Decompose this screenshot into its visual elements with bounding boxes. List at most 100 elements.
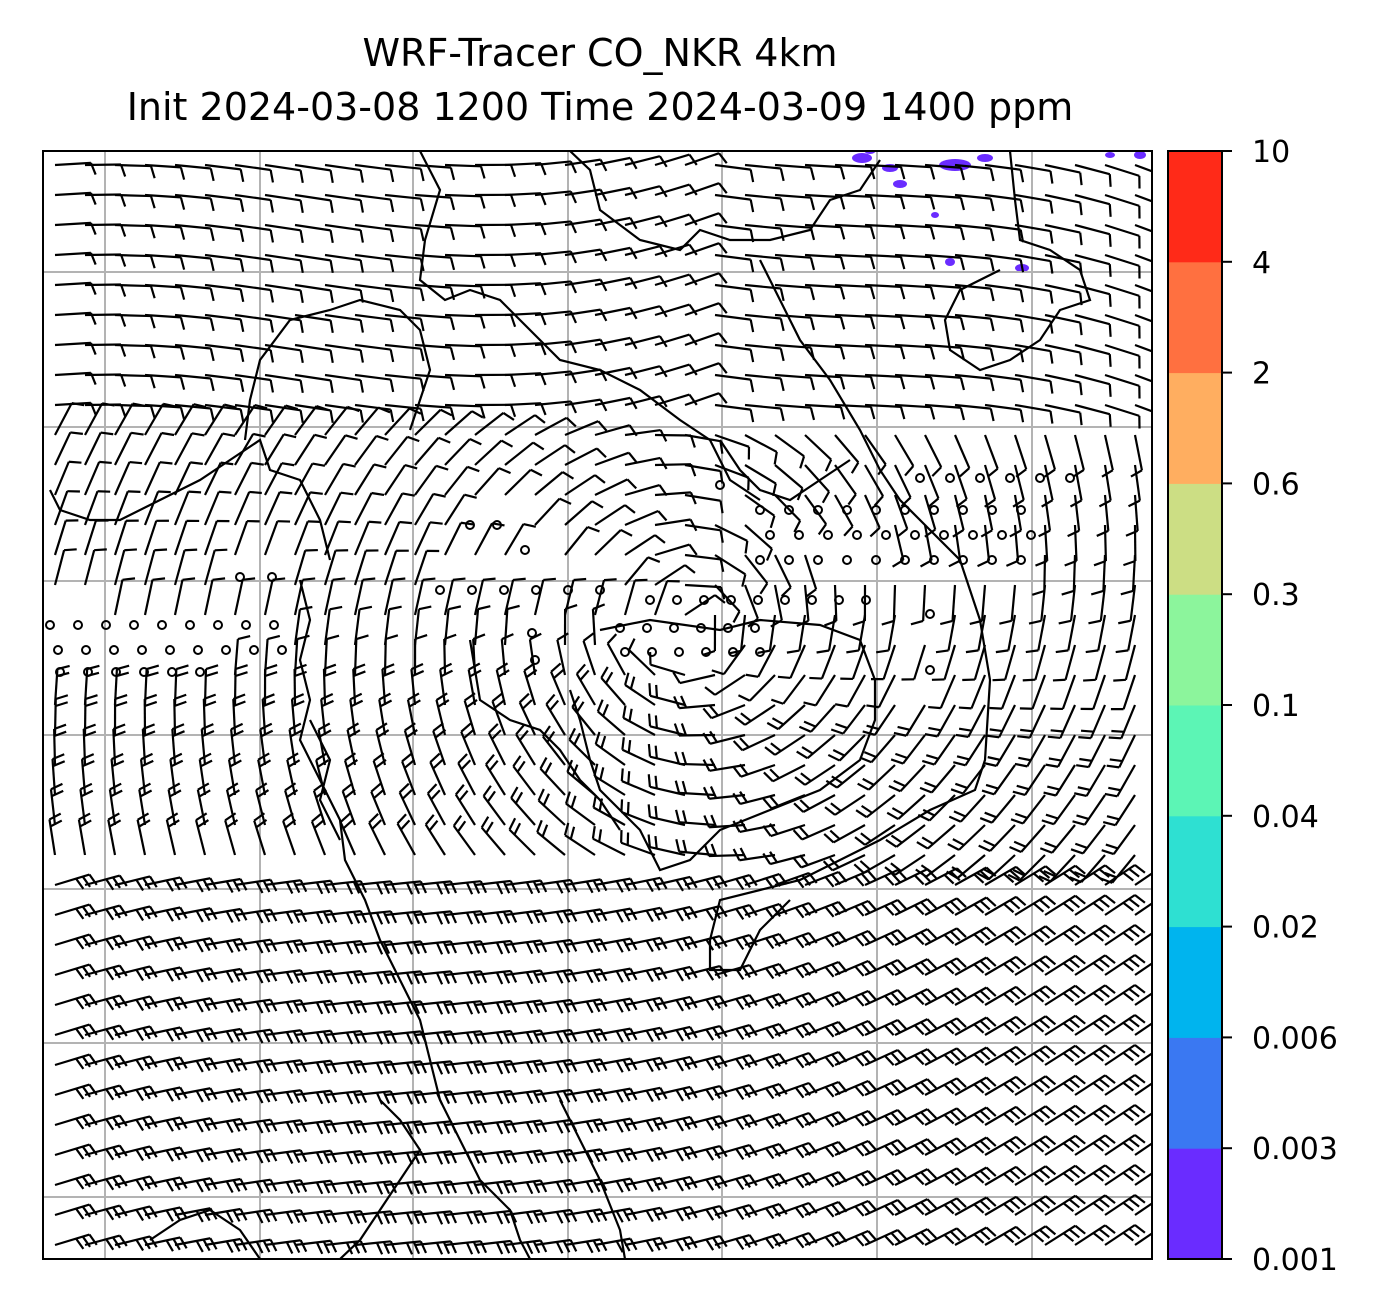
wind-barb [654,273,698,287]
wind-barb [263,520,291,556]
calm-wind-circle [157,620,167,630]
wind-barb [714,223,755,243]
wind-barb [834,223,876,240]
wind-barb [894,253,936,270]
wind-barb [654,393,698,407]
wind-barb [1128,464,1141,508]
wind-barb [414,313,456,331]
wind-barb [143,577,166,616]
wind-barb [1014,253,1054,274]
wind-barb [593,578,617,616]
wind-barb [144,373,186,390]
wind-barb [1038,494,1052,538]
calm-wind-circle [715,480,725,490]
wind-barb [174,461,203,496]
wind-barb [233,519,260,556]
wind-barb [774,163,816,181]
tracer-patch [1134,151,1146,159]
wind-barb [354,463,387,496]
wind-barb [796,734,836,760]
wind-barb [977,524,991,568]
wind-barb [863,494,881,538]
wind-barb [324,343,364,363]
wind-barb [564,500,604,526]
wind-barb [324,193,364,213]
wind-barb [204,313,245,333]
wind-barb [774,494,802,533]
coastline [339,1099,422,1259]
wind-barb [232,693,246,736]
wind-barb [444,283,486,299]
wind-barb [204,163,245,183]
wind-barb [443,633,457,676]
wind-barb [834,343,876,360]
wind-barb [352,663,366,706]
wind-barb [323,520,351,556]
wind-barb [1074,283,1112,307]
wind-barb [414,163,456,181]
wind-barb [174,313,215,332]
wind-barb [864,403,906,420]
wind-barb [324,373,364,393]
wind-barb [84,253,127,267]
wind-barb [596,699,626,736]
wind-barb [261,693,276,736]
calm-wind-circle [527,628,537,638]
wind-barb [264,223,304,243]
wind-barb [591,603,606,646]
wind-barb [444,465,480,496]
wind-barb [654,333,698,347]
calm-wind-circle [915,473,925,483]
wind-barb [954,253,995,272]
wind-barb [294,462,326,496]
wind-barb [556,632,569,676]
wind-barb [294,373,334,394]
calm-wind-circle [871,555,881,565]
wind-barb [384,313,425,332]
wind-barb [564,474,606,496]
wind-barb [384,253,425,272]
coastline [49,438,332,561]
wind-barb [354,163,395,183]
wind-barb [1090,554,1107,596]
wind-barb [1044,163,1083,186]
tracer-patch [893,180,907,188]
calm-wind-circle [939,530,949,540]
wind-barb [174,373,215,392]
wind-barb [444,403,486,419]
wind-barb [444,163,486,179]
wind-barb [931,644,957,681]
wind-barb [1014,223,1054,244]
wind-barb [53,460,82,496]
wind-barb [564,248,608,262]
wind-barb [919,524,933,568]
wind-barb [1022,644,1047,682]
wind-barb [606,633,626,676]
wind-barb [204,343,245,363]
wind-barb [969,584,987,625]
wind-barb [744,464,777,497]
calm-wind-circle [1035,473,1045,483]
wind-barb [924,434,943,477]
wind-barb [1096,494,1110,537]
wind-barb [654,518,698,532]
wind-barb [744,524,773,561]
wind-barb [834,403,876,420]
wind-barb [894,193,936,210]
wind-barb [84,193,127,207]
wind-barb [594,528,633,556]
wind-barb [1017,704,1046,739]
calm-wind-circle [499,585,509,595]
calm-wind-circle [109,645,119,655]
wind-barb [381,663,396,706]
wind-barb [564,218,608,232]
wind-barb [714,343,755,363]
wind-barb [413,633,428,676]
wind-barb [804,343,846,360]
wind-barb [444,493,477,526]
wind-barb [954,313,995,332]
wind-barb [353,549,379,586]
wind-barb [1104,373,1141,399]
wind-barb [804,253,846,270]
